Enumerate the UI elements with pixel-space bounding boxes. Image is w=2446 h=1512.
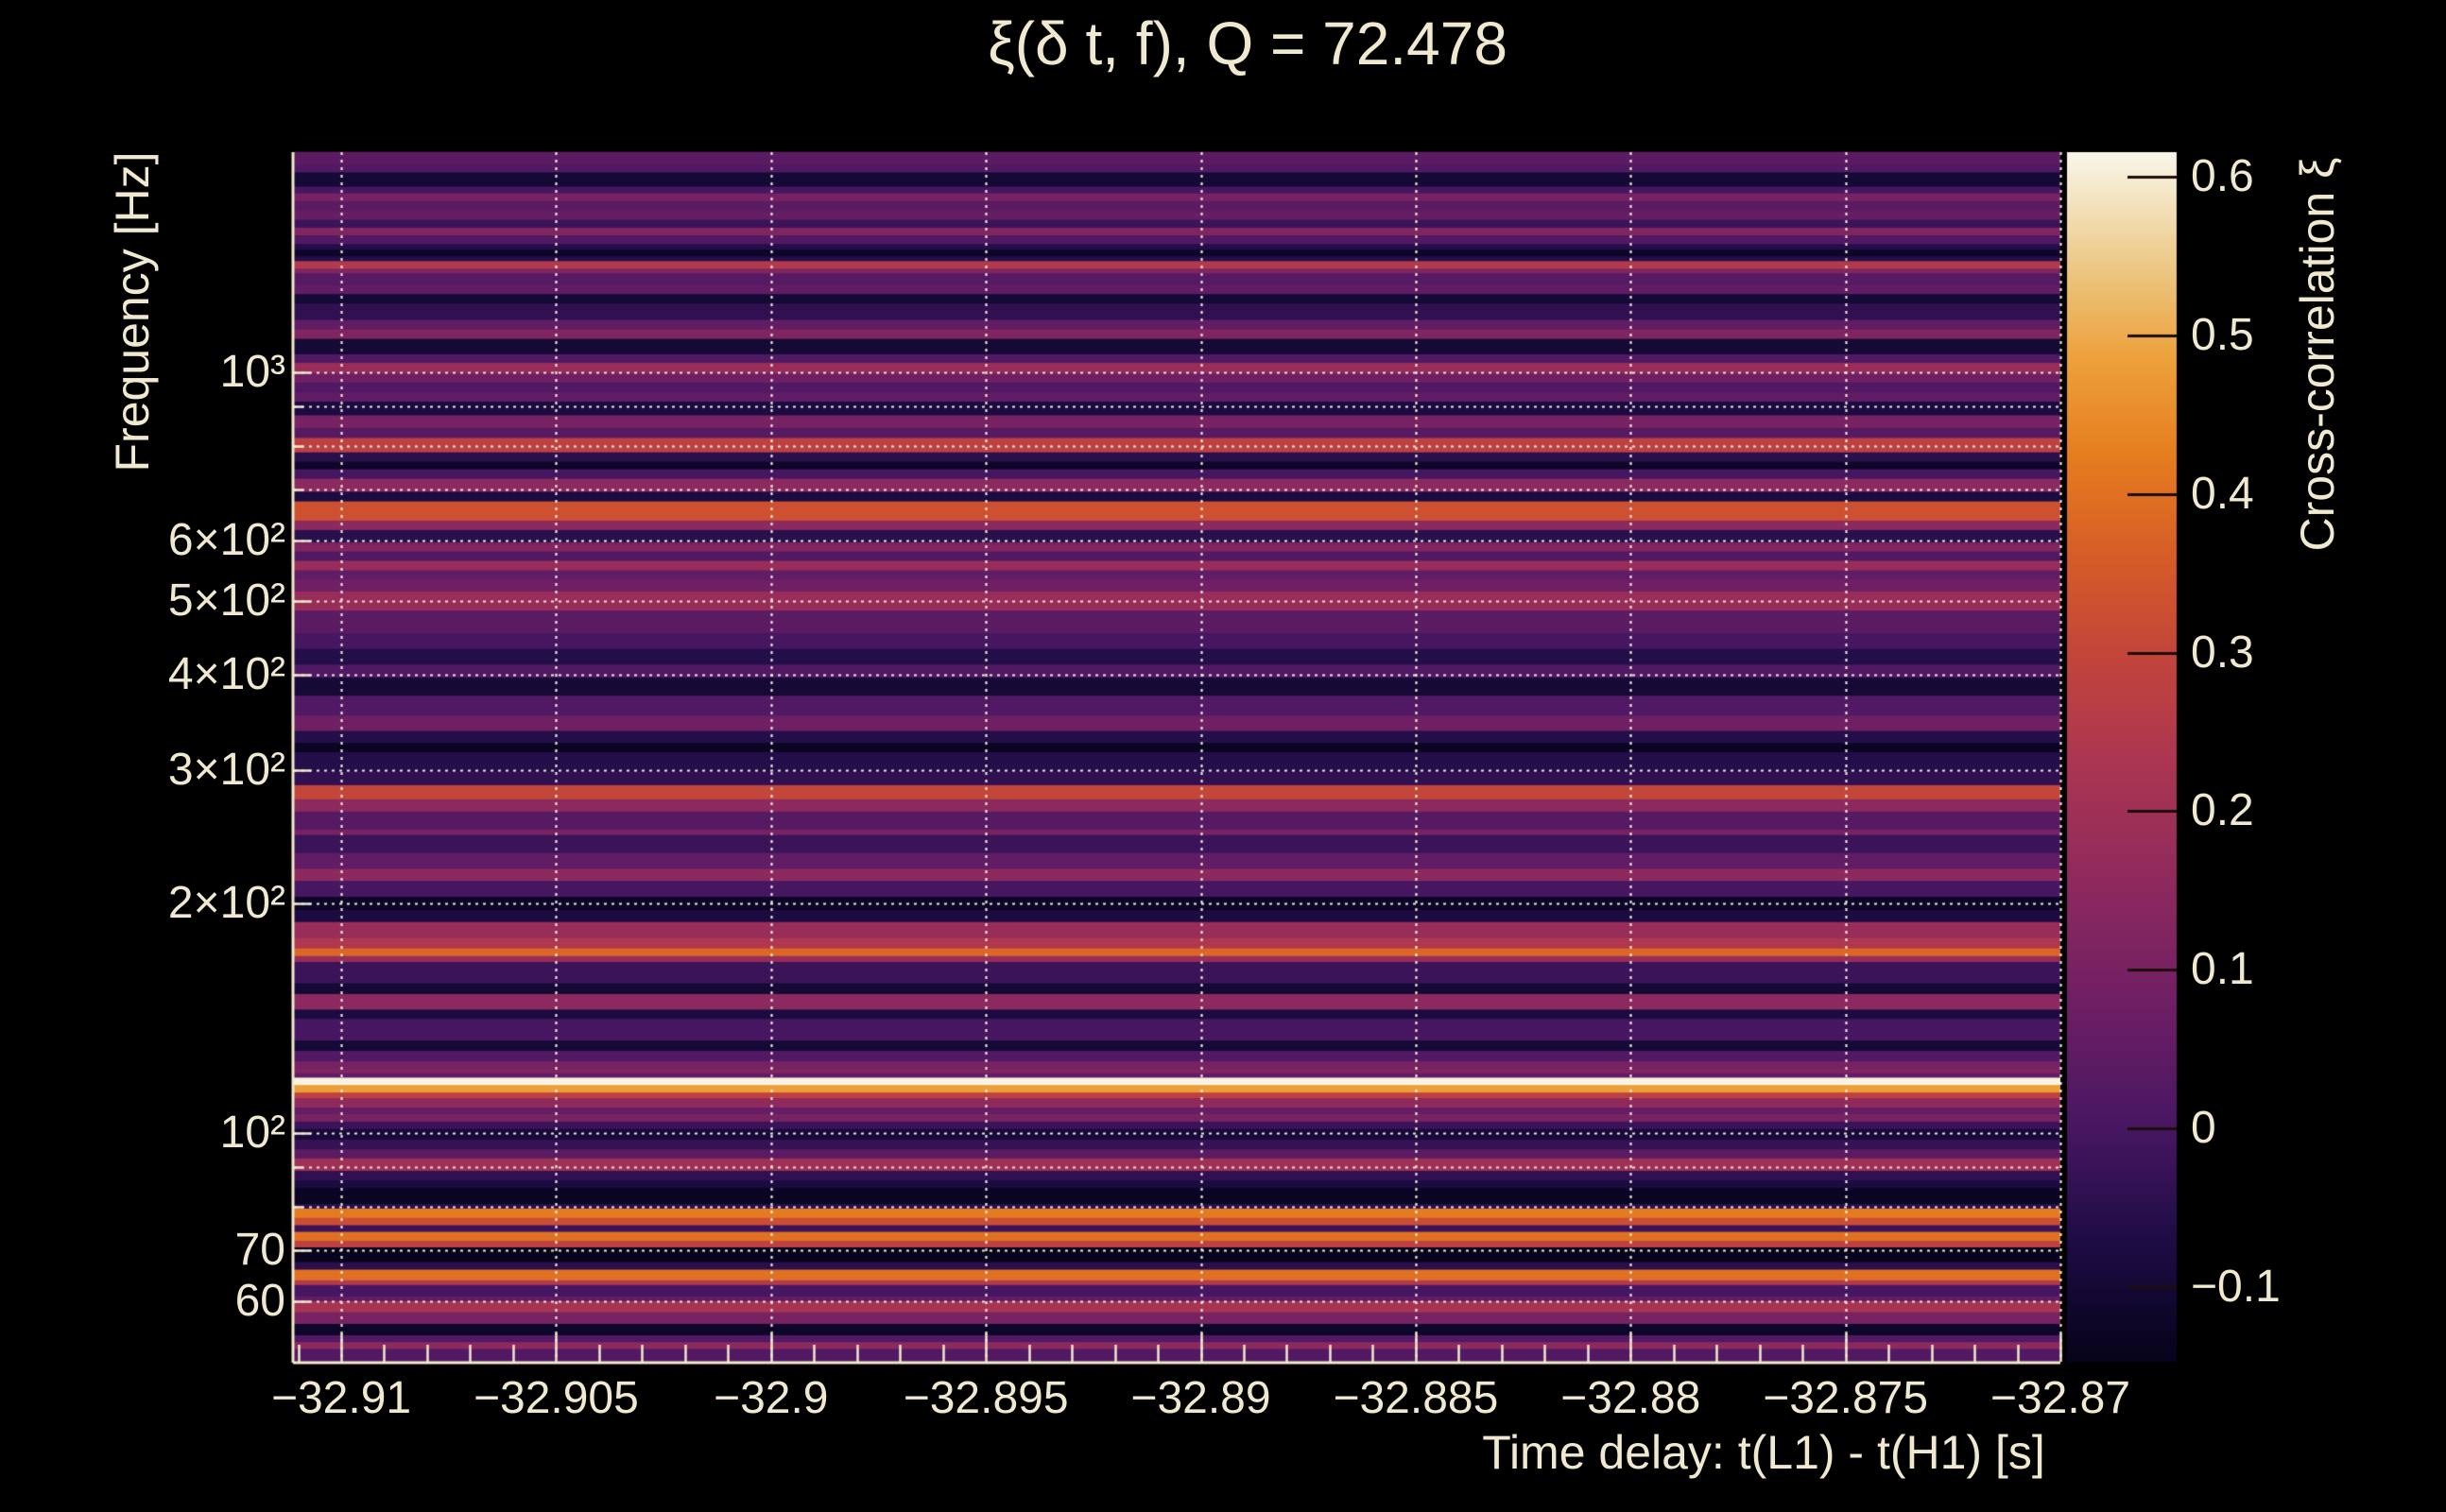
y-tick-label: 5×10² <box>167 575 285 626</box>
colorbar-tick-label: 0.1 <box>2191 944 2254 995</box>
x-tick-label: −32.91 <box>270 1373 412 1423</box>
x-tick-label: −32.885 <box>1333 1373 1499 1423</box>
y-tick-label: 10³ <box>219 346 285 397</box>
x-axis-title: Time delay: t(L1) - t(H1) [s] <box>1482 1426 2045 1479</box>
y-tick-label: 3×10² <box>167 744 285 795</box>
colorbar-tick-label: 0 <box>2191 1103 2216 1154</box>
x-tick-label: −32.875 <box>1763 1373 1929 1423</box>
colorbar-tick-label: −0.1 <box>2191 1262 2281 1313</box>
x-tick-label: −32.89 <box>1130 1373 1271 1423</box>
colorbar-title: Cross-correlation ξ <box>2291 157 2344 552</box>
y-tick-label: 70 <box>234 1225 285 1276</box>
y-tick-label: 60 <box>234 1276 285 1327</box>
colorbar-tick-label: 0.2 <box>2191 785 2254 836</box>
y-tick-label: 6×10² <box>167 515 285 566</box>
colorbar-tick-label: 0.5 <box>2191 309 2254 360</box>
y-axis-title: Frequency [Hz] <box>106 151 159 472</box>
colorbar-tick-label: 0.6 <box>2191 151 2254 202</box>
x-tick-label: −32.895 <box>903 1373 1069 1423</box>
y-tick-label: 4×10² <box>167 648 285 699</box>
x-tick-label: −32.88 <box>1560 1373 1701 1423</box>
colorbar-tick-label: 0.4 <box>2191 468 2254 519</box>
y-tick-label: 10² <box>219 1107 285 1158</box>
x-tick-label: −32.9 <box>714 1373 829 1423</box>
page-title: ξ(δ t, f), Q = 72.478 <box>988 9 1507 77</box>
x-tick-label: −32.905 <box>473 1373 639 1423</box>
y-tick-label: 2×10² <box>167 878 285 929</box>
colorbar-tick-label: 0.3 <box>2191 627 2254 678</box>
x-tick-label: −32.87 <box>1990 1373 2131 1423</box>
